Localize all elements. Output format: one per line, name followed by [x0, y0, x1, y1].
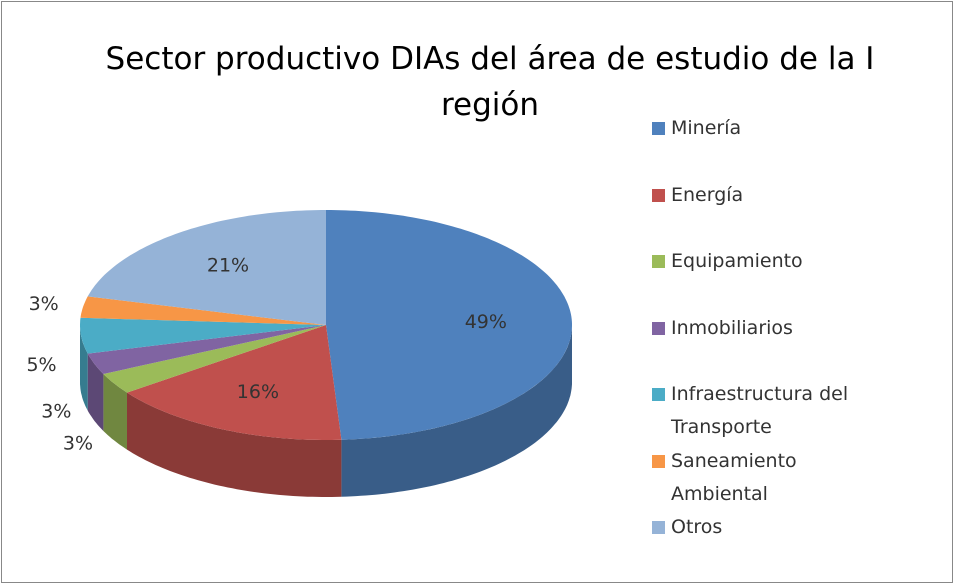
legend-item: Saneamiento Ambiental [652, 445, 932, 511]
data-label: 5% [26, 354, 56, 376]
pie-slice [103, 325, 327, 393]
legend-swatch [652, 454, 665, 468]
data-label: 3% [29, 293, 59, 315]
legend-label: Energía [671, 183, 744, 206]
chart-title: Sector productivo DIAs del área de estud… [105, 41, 875, 123]
legend-swatch [652, 255, 665, 268]
legend-label: Otros [671, 516, 723, 538]
legend-item: Otros [652, 511, 932, 544]
pie-slice-side [127, 392, 342, 497]
legend-item: Equipamiento [652, 245, 932, 278]
pie-slice [80, 296, 326, 325]
legend-swatch [652, 521, 665, 534]
pie-slice [80, 317, 326, 354]
legend-swatch [652, 188, 665, 202]
legend-swatch [652, 321, 665, 335]
pie-slice [326, 210, 572, 440]
legend-swatch [652, 388, 665, 401]
legend-label: Saneamiento Ambiental [671, 449, 797, 505]
legend-item: Minería [652, 112, 932, 145]
data-label: 3% [41, 400, 71, 422]
legend-swatch [652, 122, 665, 135]
data-label: 16% [237, 381, 279, 403]
legend-label: Equipamiento [671, 250, 803, 272]
legend-label: Inmobiliarios [671, 316, 793, 339]
legend-label: Infraestructura del Transporte [671, 383, 849, 438]
pie-slice-side [87, 353, 104, 431]
pie-slice [127, 325, 342, 440]
data-label: 21% [207, 254, 249, 276]
pie-slice [87, 325, 326, 374]
legend-item: Energía [652, 179, 932, 212]
pie-slice [87, 210, 326, 325]
pie-slice-side [341, 325, 572, 497]
data-label: 49% [465, 311, 507, 333]
data-label: 3% [63, 433, 93, 455]
pie-slice-side [80, 325, 88, 411]
legend-item: Inmobiliarios [652, 312, 932, 345]
legend-label: Minería [671, 117, 742, 139]
legend-item: Infraestructura del Transporte [652, 378, 932, 444]
pie-slice-side [103, 374, 127, 450]
